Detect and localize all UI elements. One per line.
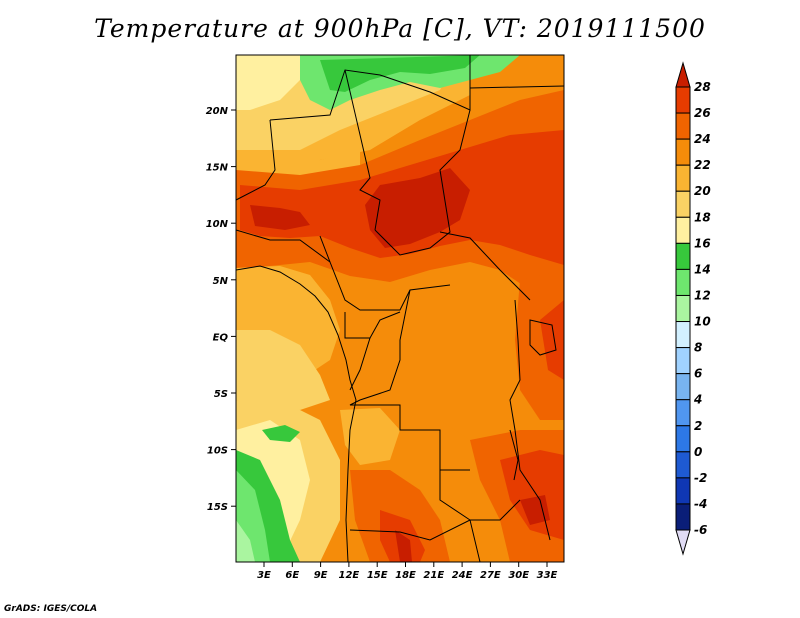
- colorbar-box: [675, 503, 691, 531]
- colorbar-label: -2: [694, 471, 707, 485]
- colorbar-top-arrow: [675, 61, 691, 88]
- colorbar-label: 2: [694, 419, 702, 433]
- colorbar-box: [675, 321, 691, 349]
- colorbar-label: 24: [694, 132, 711, 146]
- longitude-axis: 3E 6E 9E 12E 15E 18E 21E 24E 27E 30E 33E: [257, 562, 558, 581]
- colorbar-label: 8: [694, 341, 702, 355]
- colorbar-label: 6: [694, 367, 702, 381]
- colorbar-box: [675, 216, 691, 244]
- colorbar-label: 28: [694, 80, 711, 94]
- lon-tick-label: 12E: [339, 570, 360, 581]
- colorbar-label: 20: [694, 184, 711, 198]
- colorbar-box: [675, 294, 691, 323]
- lon-tick-label: 6E: [285, 570, 299, 581]
- colorbar-label: 12: [694, 288, 711, 302]
- lon-tick-label: 24E: [452, 570, 473, 581]
- lat-tick-label: 10S: [207, 446, 228, 457]
- lat-tick-label: 5S: [214, 389, 228, 400]
- colorbar-box: [675, 190, 691, 218]
- colorbar-box: [675, 425, 691, 453]
- colorbar-label: 16: [694, 236, 711, 250]
- temperature-field: [236, 55, 564, 562]
- lon-tick-label: 21E: [423, 570, 444, 581]
- colorbar-box: [675, 164, 691, 192]
- grads-credit: GrADS: IGES/COLA: [4, 604, 98, 614]
- lat-tick-label: EQ: [213, 332, 229, 343]
- colorbar-box: [675, 242, 691, 270]
- lat-tick-label: 20N: [206, 106, 229, 117]
- colorbar-label: 10: [694, 315, 711, 329]
- colorbar-label: -6: [694, 523, 707, 537]
- lon-tick-label: 3E: [257, 570, 271, 581]
- lon-tick-label: 15E: [367, 570, 388, 581]
- map-frame: [235, 54, 565, 563]
- colorbar-bottom-arrow: [675, 529, 691, 556]
- lon-tick-label: 27E: [480, 570, 501, 581]
- colorbar-box: [675, 477, 691, 505]
- lon-tick-label: 18E: [395, 570, 416, 581]
- latitude-axis: 20N 15N 10N 5N EQ 5S 10S 15S: [206, 106, 236, 513]
- lat-tick-label: 5N: [213, 276, 229, 287]
- colorbar-label: 22: [694, 158, 711, 172]
- colorbar-label: -4: [694, 497, 707, 511]
- colorbar-box: [675, 86, 691, 114]
- colorbar-label: 4: [693, 393, 702, 407]
- colorbar-box: [675, 373, 691, 401]
- colorbar-box: [675, 138, 691, 166]
- colorbar-box: [675, 399, 691, 427]
- lat-tick-label: 15N: [206, 163, 229, 174]
- lon-tick-label: 30E: [508, 570, 529, 581]
- lat-tick-label: 15S: [207, 502, 228, 513]
- country-boundaries: [236, 55, 564, 562]
- lon-tick-label: 9E: [314, 570, 328, 581]
- lon-tick-label: 33E: [537, 570, 558, 581]
- colorbar-box: [675, 112, 691, 140]
- lat-tick-label: 10N: [206, 219, 229, 230]
- colorbar-label: 14: [694, 262, 711, 276]
- colorbar-label: 18: [694, 210, 711, 224]
- colorbar-box: [675, 347, 691, 375]
- map-title: Temperature at 900hPa [C], VT: 201911150…: [94, 14, 706, 43]
- colorbar-box: [675, 451, 691, 479]
- colorbar-label: 26: [694, 106, 711, 120]
- colorbar-box: [675, 268, 691, 296]
- colorbar-label: 0: [694, 445, 702, 459]
